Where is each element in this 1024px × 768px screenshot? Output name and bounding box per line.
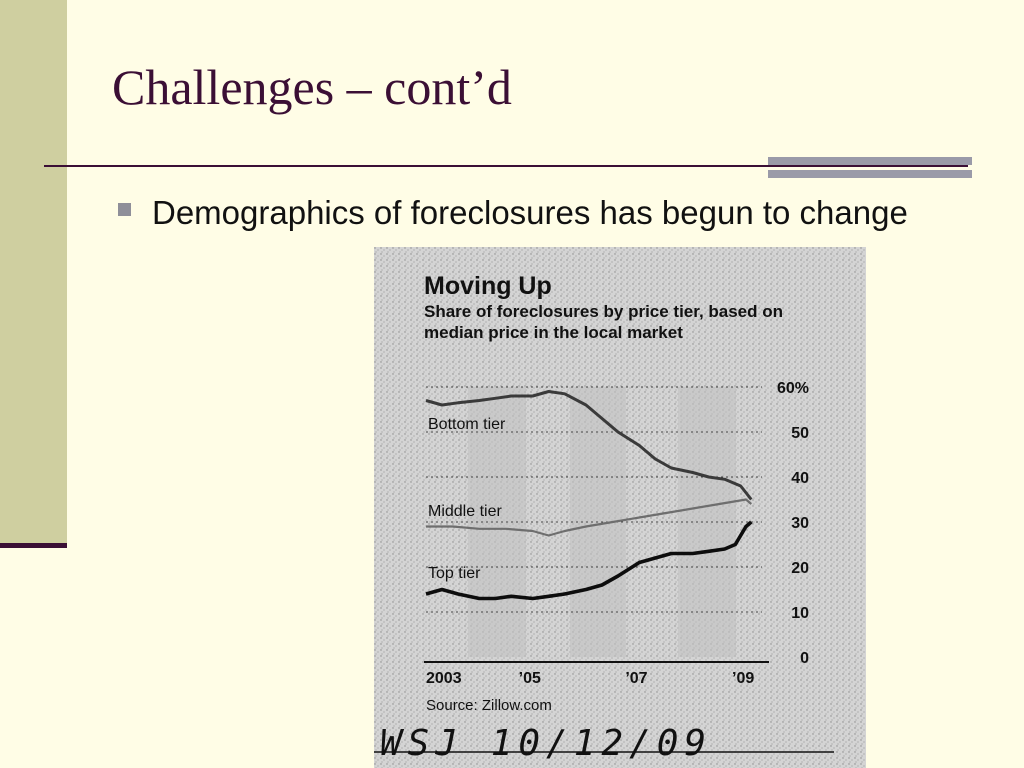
x-tick-label: ’07 xyxy=(625,670,647,687)
series-line xyxy=(425,390,753,501)
y-tick-label: 10 xyxy=(791,605,809,622)
title-divider xyxy=(44,165,968,167)
newspaper-chart-clipping: Moving Up Share of foreclosures by price… xyxy=(374,247,866,768)
y-tick-label: 0 xyxy=(800,650,809,667)
chart-title: Moving Up xyxy=(424,272,552,300)
x-tick-label: ’05 xyxy=(519,670,541,687)
bullet-text: Demographics of foreclosures has begun t… xyxy=(152,194,908,231)
left-decorative-band xyxy=(0,0,67,546)
slide-title: Challenges – cont’d xyxy=(112,59,512,115)
left-band-accent-bar xyxy=(0,543,67,548)
series-label: Top tier xyxy=(428,565,481,582)
bullet-square-icon xyxy=(118,203,131,216)
y-tick-label: 30 xyxy=(791,515,809,532)
x-tick-label: 2003 xyxy=(426,670,462,687)
y-tick-label: 20 xyxy=(791,560,809,577)
chart-series xyxy=(425,390,753,601)
y-tick-label: 50 xyxy=(791,425,809,442)
chart-labels: 60% 50 40 30 20 10 0 2003 ’05 ’07 ’09 Bottom tier Mi… xyxy=(426,380,809,687)
chart-grid xyxy=(426,386,762,613)
y-tick-label: 60% xyxy=(777,380,809,397)
chart-subtitle-box: Share of foreclosures by price tier, bas… xyxy=(424,302,784,342)
handwritten-note: WSJ 10/12/09 xyxy=(380,723,712,764)
chart-source: Source: Zillow.com xyxy=(426,697,552,714)
chart-subtitle: Share of foreclosures by price tier, bas… xyxy=(424,302,784,342)
y-tick-label: 40 xyxy=(791,470,809,487)
title-divider-accent xyxy=(768,157,972,179)
foreclosure-chart: Moving Up Share of foreclosures by price… xyxy=(374,247,866,768)
series-label: Bottom tier xyxy=(428,416,506,433)
series-line xyxy=(426,498,753,537)
series-line xyxy=(425,520,753,601)
x-tick-label: ’09 xyxy=(732,670,754,687)
series-label: Middle tier xyxy=(428,503,502,520)
